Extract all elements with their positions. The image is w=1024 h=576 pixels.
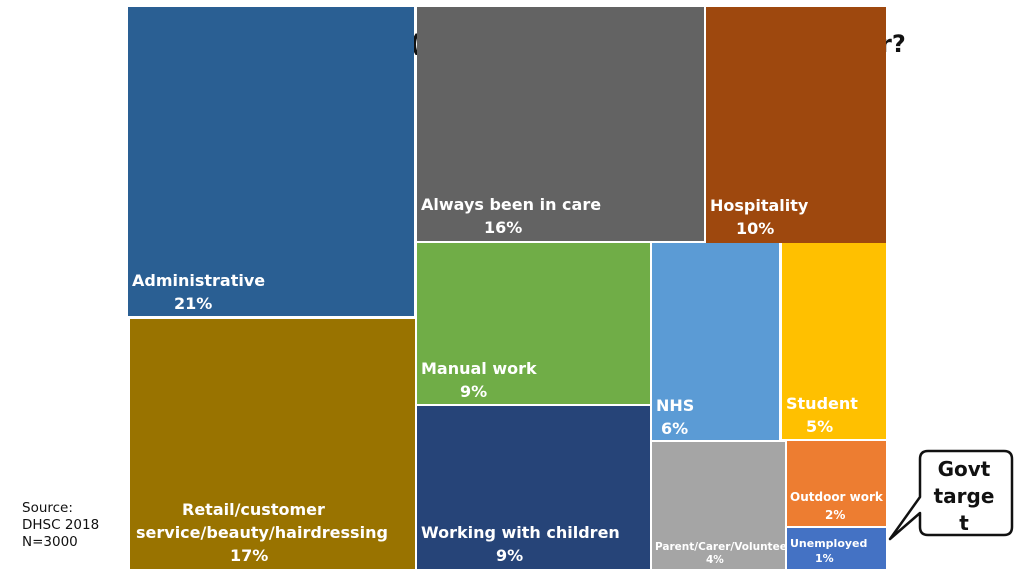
source-line-1: Source: [22,500,73,516]
callout-bubble [888,449,1014,541]
tile-label: Hospitality [710,196,809,215]
callout-text: Govt targe t [918,456,1010,537]
treemap-tile [652,442,785,569]
treemap-tile [787,528,886,569]
source-note: Source: DHSC 2018 N=3000 [22,500,99,551]
source-line-3: N=3000 [22,534,78,550]
treemap-tile [128,7,414,316]
treemap-tile [417,7,704,241]
treemap-tile [130,319,415,569]
tile-value-label: 21% [174,294,212,313]
tile-label: Administrative [132,271,265,290]
tile-label: service/beauty/hairdressing [136,523,388,542]
tile-label: Student [786,394,858,413]
tile-label: NHS [656,396,694,415]
source-line-2: DHSC 2018 [22,517,100,533]
tile-value-label: 9% [496,546,523,565]
tile-label: Manual work [421,359,537,378]
treemap-tile [787,441,886,526]
tile-label: Always been in care [421,195,601,214]
tile-value-label: 17% [230,546,268,565]
tile-value-label: 1% [815,552,834,565]
treemap-tile [706,7,886,243]
treemap-tile [417,243,650,404]
tile-value-label: 4% [706,554,724,566]
treemap-tile [417,406,650,569]
tile-value-label: 9% [460,382,487,401]
tile-value-label: 5% [806,417,833,436]
tile-value-label: 2% [825,508,845,522]
treemap-tile [652,243,779,440]
tile-label: Outdoor work [790,490,884,504]
treemap-tile [782,243,886,439]
tile-label: Working with children [421,523,620,542]
tile-value-label: 16% [484,218,522,237]
tile-value-label: 6% [661,419,688,438]
tile-label: Unemployed [790,537,867,550]
callout-line-2: targe [933,484,995,508]
tile-label: Parent/Carer/Volunteer [655,541,793,553]
tile-label: Retail/customer [182,500,325,519]
callout-line-3: t [959,511,969,535]
callout-line-1: Govt [937,457,991,481]
title-fragment-left: ( [410,30,421,58]
tile-value-label: 10% [736,219,774,238]
